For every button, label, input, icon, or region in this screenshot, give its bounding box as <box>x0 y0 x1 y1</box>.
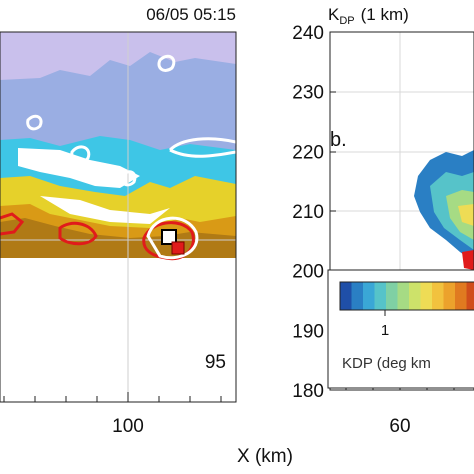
left-axes-frame <box>0 31 237 403</box>
white-contour <box>70 145 91 164</box>
panel-letter: b. <box>330 129 347 151</box>
y-tick-label: 190 <box>292 321 324 342</box>
colorbar-swatch <box>466 282 474 310</box>
colorbar-swatch <box>455 282 467 310</box>
colorbar-swatch <box>443 282 456 310</box>
red-contour <box>58 221 98 246</box>
colorbar-tick-label: 1 <box>381 322 389 339</box>
colorbar-swatch <box>340 282 352 310</box>
right-title-suffix: (1 km) <box>361 5 409 24</box>
field-lower-empty <box>0 258 236 402</box>
marker-white-square <box>161 229 177 245</box>
colorbar-swatch <box>374 282 387 310</box>
colorbar-frame <box>339 281 474 311</box>
right-y-tick-labels: 180 190 200 210 220 230 240 <box>292 23 324 402</box>
left-panel-title: 06/05 05:15 <box>146 5 236 24</box>
y-tick-label: 230 <box>292 83 324 104</box>
field-white-strip <box>40 196 170 224</box>
red-contour <box>0 212 25 236</box>
x-axis-label: X (km) <box>237 446 293 467</box>
y-tick-label: 210 <box>292 202 324 223</box>
colorbar-swatch <box>420 282 433 310</box>
white-contour <box>168 137 236 158</box>
white-contour <box>146 216 199 260</box>
y-tick-label: 200 <box>292 262 324 283</box>
kdp-field-green <box>446 190 474 240</box>
colorbar <box>339 281 474 311</box>
y-tick-label: 180 <box>292 381 324 402</box>
colorbar-swatch <box>351 282 364 310</box>
marker-red-square <box>171 241 185 255</box>
right-title-main: K <box>328 5 340 24</box>
white-contour <box>157 54 176 72</box>
colorbar-label: KDP (deg km <box>342 355 431 372</box>
right-x-tick-label: 60 <box>389 416 410 437</box>
left-x-ticks <box>3 392 222 402</box>
colorbar-swatch <box>409 282 421 310</box>
left-field <box>0 32 236 402</box>
right-panel-title: KDP (1 km) <box>328 5 409 27</box>
left-x-tick-label: 100 <box>112 416 144 437</box>
y-tick-label: 220 <box>292 142 324 163</box>
right-title-subscript: DP <box>339 15 354 27</box>
right-panel <box>327 31 474 391</box>
colorbar-swatch <box>386 282 398 310</box>
field-white-gap <box>18 148 140 188</box>
left-panel-number: 95 <box>205 352 226 373</box>
colorbar-swatch <box>363 282 375 310</box>
colorbar-swatch <box>432 282 444 310</box>
white-contour <box>26 114 43 131</box>
left-panel <box>0 31 237 403</box>
y-tick-label: 240 <box>292 23 324 44</box>
kdp-field-red <box>462 250 474 270</box>
colorbar-swatch <box>397 282 410 310</box>
white-contour <box>120 170 137 187</box>
kdp-field-yellow <box>458 204 474 226</box>
